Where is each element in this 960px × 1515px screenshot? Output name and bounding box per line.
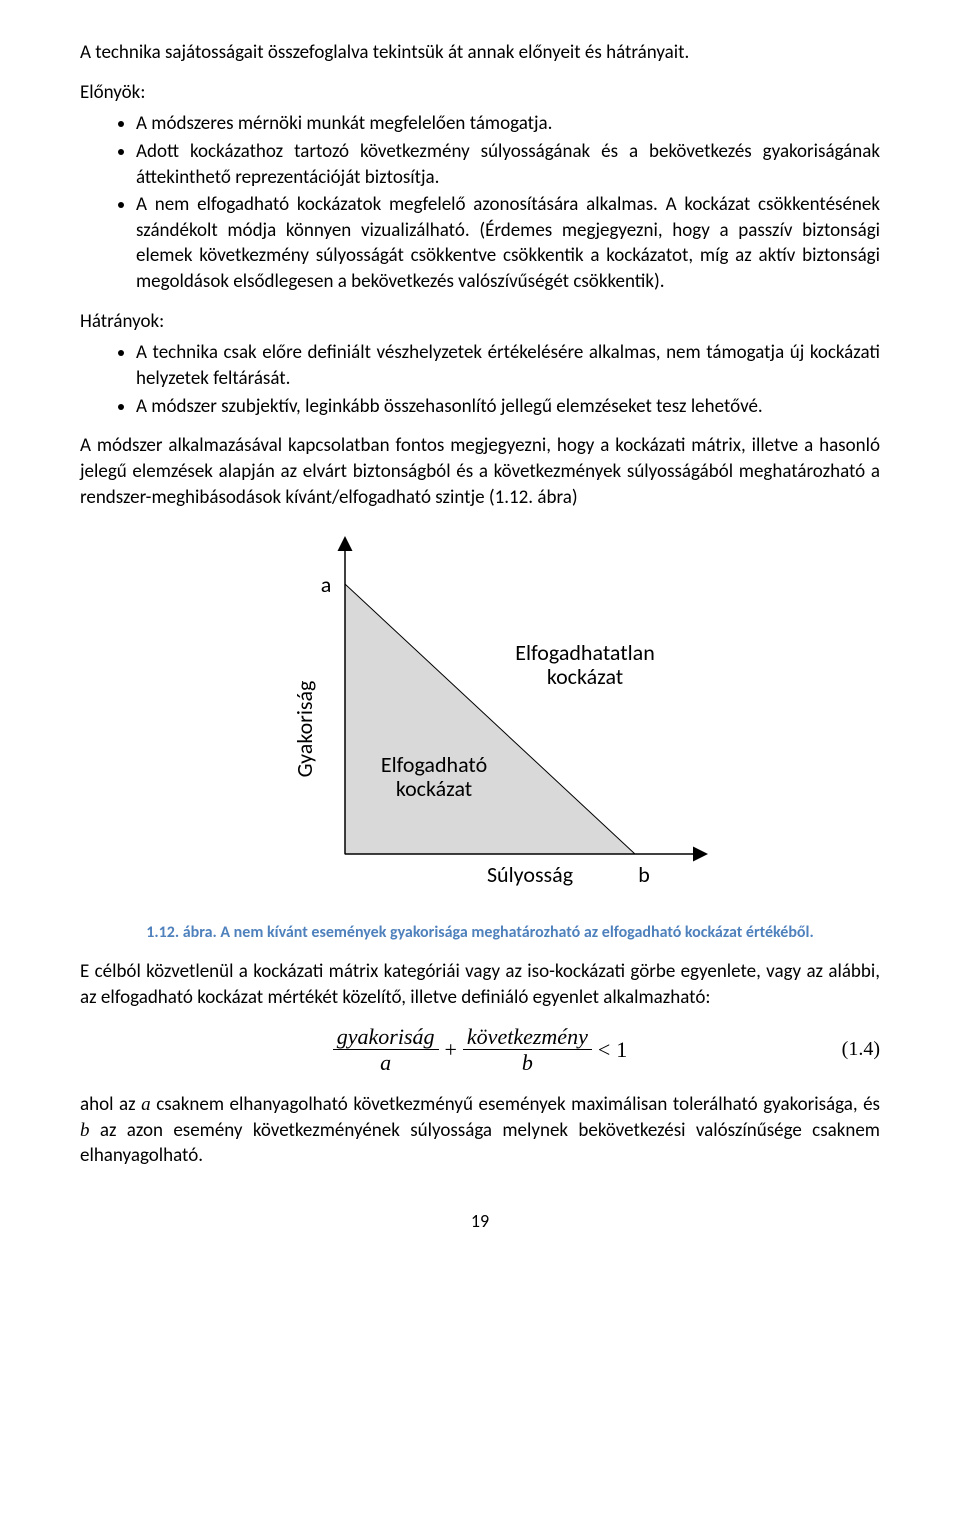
equation: gyakoriság a + következmény b < 1 xyxy=(333,1025,628,1074)
list-item: A technika csak előre definiált vészhely… xyxy=(136,340,880,391)
variable-b: b xyxy=(80,1120,90,1141)
document-page: A technika sajátosságait összefoglalva t… xyxy=(0,0,960,1273)
list-item: A módszer szubjektív, leginkább összehas… xyxy=(136,394,880,420)
advantages-heading: Előnyök: xyxy=(80,80,880,106)
figure-caption: 1.12. ábra. A nem kívánt események gyako… xyxy=(80,922,880,944)
svg-text:b: b xyxy=(638,861,650,888)
body-paragraph: A módszer alkalmazásával kapcsolatban fo… xyxy=(80,433,880,510)
eq-lt: < xyxy=(598,1035,610,1065)
svg-text:Elfogadhatatlankockázat: Elfogadhatatlankockázat xyxy=(515,639,655,690)
list-item: A módszeres mérnöki munkát megfelelően t… xyxy=(136,111,880,137)
page-number: 19 xyxy=(80,1209,880,1233)
text-run: az azon esemény következményének súlyoss… xyxy=(80,1119,880,1168)
eq-numerator: következmény xyxy=(463,1025,592,1050)
svg-text:Elfogadhatókockázat: Elfogadhatókockázat xyxy=(381,751,487,802)
risk-diagram-figure: a b Gyakoriság Súlyosság Elfogadhatókockázat… xyxy=(80,524,880,912)
disadvantages-heading: Hátrányok: xyxy=(80,309,880,335)
risk-diagram-svg: a b Gyakoriság Súlyosság Elfogadhatókockázat… xyxy=(240,524,720,904)
eq-plus: + xyxy=(445,1035,457,1065)
eq-denominator: a xyxy=(376,1050,395,1074)
equation-number: (1.4) xyxy=(842,1036,880,1063)
intro-paragraph: A technika sajátosságait összefoglalva t… xyxy=(80,40,880,66)
svg-text:Gyakoriság: Gyakoriság xyxy=(291,681,318,778)
advantages-list: A módszeres mérnöki munkát megfelelően t… xyxy=(80,111,880,294)
svg-text:a: a xyxy=(321,571,332,598)
body-paragraph: E célból közvetlenül a kockázati mátrix … xyxy=(80,959,880,1010)
eq-one: 1 xyxy=(616,1035,627,1065)
text-run: csaknem elhanyagolható következményű ese… xyxy=(151,1093,880,1116)
text-run: ahol az xyxy=(80,1093,141,1116)
eq-denominator: b xyxy=(518,1050,537,1074)
variable-a: a xyxy=(141,1094,151,1115)
equation-row: gyakoriság a + következmény b < 1 (1.4) xyxy=(80,1025,880,1074)
closing-paragraph: ahol az a csaknem elhanyagolható követke… xyxy=(80,1092,880,1169)
svg-text:Súlyosság: Súlyosság xyxy=(487,861,573,888)
disadvantages-list: A technika csak előre definiált vészhely… xyxy=(80,340,880,419)
list-item: Adott kockázathoz tartozó következmény s… xyxy=(136,139,880,190)
list-item: A nem elfogadható kockázatok megfelelő a… xyxy=(136,192,880,295)
eq-numerator: gyakoriság xyxy=(333,1025,439,1050)
